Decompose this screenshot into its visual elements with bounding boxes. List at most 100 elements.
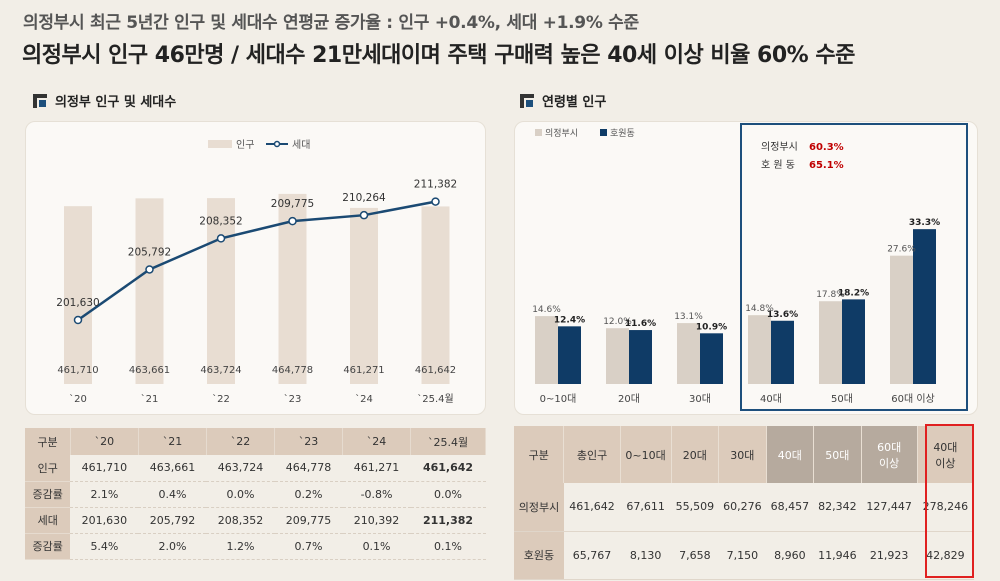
uijeongbu-bar [677,323,700,384]
household-line [77,200,436,322]
table-cell: 0.4% [138,481,207,508]
population-household-chart: 인구 세대 461,710 `20 463,661 `21 463,724 `22 464,77… [56,139,457,405]
howon-bar-label: 11.6% [625,319,656,329]
row-header-cell: 증감률 [25,533,71,560]
table-row: 의정부시 461,642 67,611 55,509 60,276 68,457 82,34… [514,483,974,532]
uijeongbu-bar [535,316,558,384]
table-header-cell: 60대 이상 [861,426,918,483]
row-header-cell: 증감률 [25,481,71,508]
table-cell: 82,342 [813,483,862,532]
howon-bar [700,333,723,384]
table-row: 증감률 2.1% 0.4% 0.0% 0.2% -0.8% 0.0% [25,481,486,508]
table-cell: 67,611 [620,483,672,532]
howon-bar-label: 12.4% [554,315,585,325]
uijeongbu-bar [748,315,771,384]
left-section-heading: 의정부 인구 및 세대수 [33,91,176,110]
table-cell: 461,642 [563,483,621,532]
table-cell: 55,509 [671,483,719,532]
section-bullet-icon [33,93,47,108]
population-bar [207,198,235,384]
household-point [431,197,440,206]
highlight-40plus-column [925,424,974,578]
uijeongbu-bar [819,301,842,384]
household-point-label: 211,382 [414,179,457,191]
table-cell: 2.1% [70,481,139,508]
legend-uijeongbu-label: 의정부시 [545,128,578,139]
table-cell: 0.2% [274,481,343,508]
annotation-label: 의정부시 [761,141,798,153]
population-bar [135,198,164,384]
page-subtitle: 의정부시 최근 5년간 인구 및 세대수 연평균 증가율 : 인구 +0.4%,… [23,13,639,33]
table-cell: 60,276 [718,483,767,532]
table-cell: 8,960 [766,531,814,580]
x-tick-label: `24 [355,393,373,405]
x-tick-label: 0~10대 [540,393,577,405]
table-cell: 21,923 [861,531,918,580]
x-tick-label: `25.4월 [417,393,453,405]
table-cell: 2.0% [138,533,207,560]
household-point [216,234,226,243]
x-tick-label: 50대 [831,393,853,405]
table-header-cell: 0~10대 [620,426,672,483]
table-cell: 7,150 [718,531,767,580]
legend-howon-swatch [600,129,607,136]
howon-bar [629,330,652,384]
howon-bar [913,229,936,384]
age-chart-panel: 의정부시 호원동 의정부시 60.3% 호 원 동 65.1% 14.6% 12.4% 0~10… [514,121,978,415]
legend-howon-label: 호원동 [610,128,635,139]
table-header-cell: 30대 [718,426,767,483]
table-cell: 211,382 [410,507,486,534]
table-cell: 0.1% [342,533,411,560]
table-cell: 461,642 [410,455,486,482]
table-cell: 7,658 [671,531,719,580]
population-chart-panel: 인구 세대 461,710 `20 463,661 `21 463,724 `22 464,77… [25,121,486,415]
table-cell: 127,447 [861,483,918,532]
household-point [288,216,297,226]
table-cell: 205,792 [138,507,207,534]
population-bar [64,206,92,384]
howon-bar-label: 13.6% [767,310,798,320]
population-bar-label: 463,724 [200,365,241,376]
table-header-cell: `24 [342,428,412,455]
howon-bar-label: 10.9% [696,322,727,332]
table-row: 인구 461,710 463,661 463,724 464,778 461,271 461… [25,455,486,482]
population-bar-label: 464,778 [272,365,313,376]
table-cell: 463,724 [206,455,275,482]
uijeongbu-bar-label: 14.6% [532,305,561,315]
table-cell: 0.0% [206,481,275,508]
table-header-cell: 구분 [25,428,71,455]
table-header-cell: 40대 [766,426,815,483]
population-bar-label: 463,661 [129,365,170,376]
household-point-label: 210,264 [342,192,386,204]
table-cell: 11,946 [813,531,862,580]
table-cell: 463,661 [138,455,207,482]
population-bar [278,193,307,384]
row-header-cell: 인구 [25,455,71,482]
legend-household-label: 세대 [292,139,310,151]
table-header-cell: 20대 [671,426,720,483]
howon-bar [771,320,794,384]
x-tick-label: `23 [284,393,302,405]
table-cell: 461,271 [342,455,411,482]
howon-bar [842,299,865,384]
population-bar [421,206,450,384]
uijeongbu-bar-label: 17.8% [816,290,845,300]
table-cell: 461,710 [70,455,139,482]
table-cell: 5.4% [70,533,139,560]
table-header-cell: `21 [138,428,207,455]
x-tick-label: `21 [141,393,159,405]
legend-population-swatch [208,140,232,148]
table-header-cell: 구분 [514,426,565,483]
table-row: 증감률 5.4% 2.0% 1.2% 0.7% 0.1% 0.1% [25,533,486,560]
legend-population-label: 인구 [236,139,254,151]
uijeongbu-bar-label: 12.0% [603,317,632,327]
annotation-value: 65.1% [809,160,844,171]
x-tick-label: 60대 이상 [891,393,935,405]
table-cell: -0.8% [342,481,411,508]
household-point-label: 201,630 [56,297,99,309]
table-cell: 1.2% [206,533,275,560]
table-header-cell: `23 [274,428,344,455]
population-bar [350,207,378,384]
table-cell: 464,778 [274,455,343,482]
